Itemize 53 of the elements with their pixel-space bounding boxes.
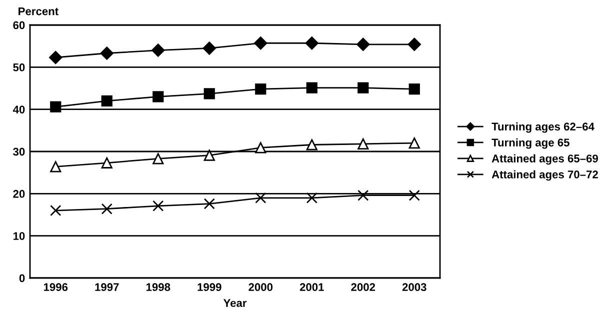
y-axis-title: Percent (18, 7, 58, 16)
point (202, 42, 216, 55)
point (358, 190, 369, 201)
point (101, 203, 112, 214)
y-tick-label: 10 (13, 232, 25, 240)
y-tick-label: 30 (13, 148, 25, 156)
point (255, 142, 266, 154)
y-tick-label: 40 (12, 106, 25, 114)
y-tick-label: 0 (19, 274, 25, 282)
x-tick-label: 2000 (248, 283, 273, 292)
point (50, 204, 62, 216)
x-tick-label: 2001 (300, 283, 324, 292)
legend-label: Turning age 65 (492, 138, 570, 149)
point (358, 138, 369, 150)
point (152, 153, 164, 164)
point (50, 161, 62, 172)
point (204, 198, 215, 210)
point (152, 200, 164, 212)
y-tick-label: 50 (13, 63, 25, 72)
legend-label: Attained ages 70–72 (492, 170, 598, 181)
x-tick-label: 2003 (402, 283, 426, 292)
point (306, 192, 318, 204)
point (100, 46, 114, 60)
x-tick-label: 1996 (44, 283, 68, 292)
x-axis-title: Year (223, 299, 247, 307)
point (204, 150, 215, 161)
y-tick-label: 20 (13, 190, 25, 198)
point (306, 82, 318, 94)
point (50, 101, 62, 112)
point (408, 138, 420, 149)
x-tick-label: 1998 (146, 283, 170, 292)
point (152, 91, 164, 102)
point (49, 50, 62, 64)
point (356, 38, 370, 51)
point (358, 82, 369, 94)
legend-label: Turning ages 62–64 (492, 122, 594, 133)
point (255, 84, 266, 95)
x-tick-label: 1999 (198, 283, 222, 292)
y-tick-label: 60 (13, 21, 25, 30)
point (408, 84, 420, 95)
point (305, 36, 318, 50)
point (101, 95, 112, 106)
point (408, 38, 421, 51)
x-tick-label: 1997 (95, 283, 119, 292)
point (408, 190, 420, 201)
point (255, 192, 266, 204)
legend-label: Attained ages 65–69 (492, 154, 598, 165)
point (152, 44, 165, 57)
point (204, 88, 215, 100)
x-tick-label: 2002 (351, 283, 376, 292)
point (254, 36, 268, 50)
point (101, 157, 112, 168)
point (306, 139, 318, 150)
